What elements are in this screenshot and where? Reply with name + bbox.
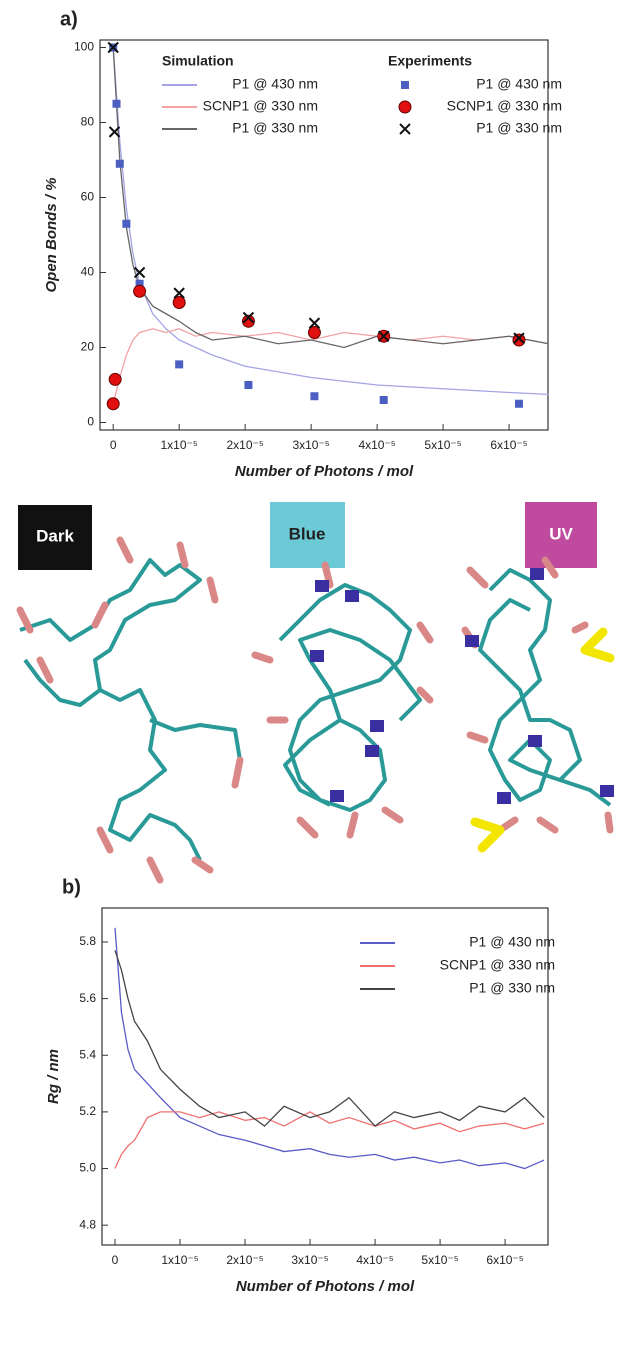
x-tick-label: 4x10⁻⁵	[358, 438, 395, 452]
x-axis-label: Number of Photons / mol	[235, 463, 414, 480]
x-tick-label: 3x10⁻⁵	[291, 1253, 328, 1267]
marker	[310, 392, 318, 400]
x-tick-label: 2x10⁻⁵	[226, 438, 263, 452]
y-tick-label: 5.8	[79, 934, 96, 948]
legend-label: SCNP1 @ 330 nm	[203, 98, 318, 114]
legend-marker	[401, 81, 409, 89]
marker	[244, 381, 252, 389]
figure: Dark Blue UV a)Number of	[0, 0, 630, 1347]
marker	[116, 160, 124, 168]
y-axis-label: Rg / nm	[45, 1049, 62, 1104]
x-tick-label: 1x10⁻⁵	[161, 438, 198, 452]
x-tick-label: 2x10⁻⁵	[226, 1253, 263, 1267]
legend-title: Simulation	[162, 53, 234, 69]
series-line	[115, 1112, 544, 1169]
y-tick-label: 100	[74, 40, 94, 54]
y-tick-label: 5.4	[79, 1047, 96, 1061]
y-tick-label: 20	[81, 340, 95, 354]
y-tick-label: 40	[81, 265, 95, 279]
legend-marker	[399, 101, 411, 113]
x-tick-label: 4x10⁻⁵	[356, 1253, 393, 1267]
marker	[135, 268, 145, 278]
marker	[513, 334, 525, 346]
y-tick-label: 5.6	[79, 991, 96, 1005]
x-tick-label: 6x10⁻⁵	[486, 1253, 523, 1267]
legend-label: P1 @ 330 nm	[469, 980, 555, 996]
x-tick-label: 6x10⁻⁵	[490, 438, 527, 452]
structure-label: Blue	[289, 524, 326, 543]
marker	[380, 396, 388, 404]
legend-marker	[400, 124, 410, 134]
legend-label: P1 @ 330 nm	[476, 120, 562, 136]
legend-label: P1 @ 430 nm	[232, 76, 318, 92]
marker	[175, 360, 183, 368]
marker	[122, 220, 130, 228]
marker	[107, 398, 119, 410]
y-tick-label: 0	[87, 415, 94, 429]
molecule-drawings: Dark Blue UV	[18, 502, 614, 880]
x-tick-label: 0	[110, 438, 117, 452]
panel-label: b)	[62, 876, 81, 898]
x-axis-label: Number of Photons / mol	[236, 1278, 415, 1295]
structure-label: Dark	[36, 526, 74, 545]
legend-label: P1 @ 330 nm	[232, 120, 318, 136]
x-tick-label: 1x10⁻⁵	[161, 1253, 198, 1267]
structure-label: UV	[549, 524, 573, 543]
y-tick-label: 5.2	[79, 1104, 96, 1118]
y-tick-label: 4.8	[79, 1217, 96, 1231]
x-tick-label: 5x10⁻⁵	[424, 438, 461, 452]
y-tick-label: 60	[81, 190, 95, 204]
y-tick-label: 5.0	[79, 1161, 96, 1175]
legend-label: SCNP1 @ 330 nm	[440, 957, 555, 973]
legend-label: SCNP1 @ 330 nm	[447, 98, 562, 114]
y-tick-label: 80	[81, 115, 95, 129]
x-tick-label: 0	[112, 1253, 119, 1267]
marker	[112, 100, 120, 108]
x-tick-label: 5x10⁻⁵	[421, 1253, 458, 1267]
marker	[515, 400, 523, 408]
legend-title: Experiments	[388, 53, 472, 69]
x-tick-label: 3x10⁻⁵	[292, 438, 329, 452]
marker	[134, 285, 146, 297]
series-line	[115, 950, 544, 1126]
legend-label: P1 @ 430 nm	[469, 934, 555, 950]
y-axis-label: Open Bonds / %	[43, 177, 60, 292]
marker	[109, 373, 121, 385]
panel-label: a)	[60, 8, 78, 30]
legend-label: P1 @ 430 nm	[476, 76, 562, 92]
